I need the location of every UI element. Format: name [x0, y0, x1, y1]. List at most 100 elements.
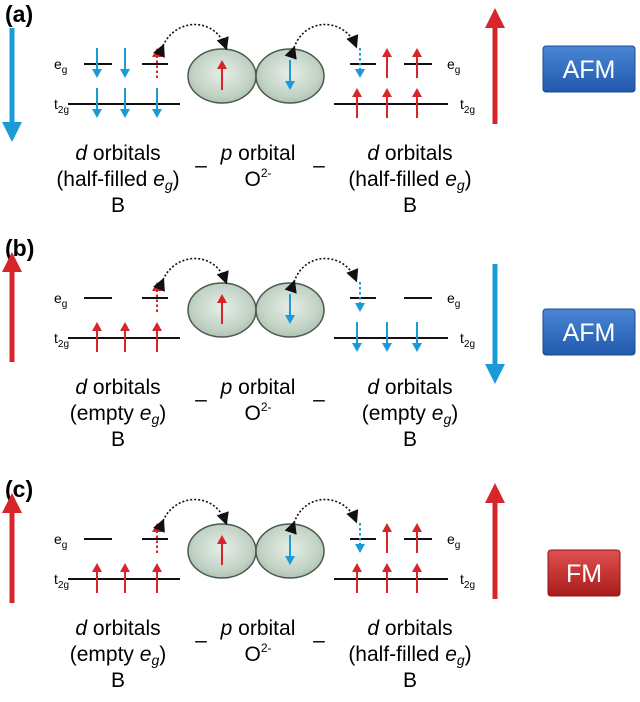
right-eg-filling-label: (half-filled eg) [348, 168, 471, 193]
t2g-label-right: t2g [460, 330, 475, 350]
badge-label: AFM [563, 56, 616, 84]
dash-left: – [195, 154, 207, 177]
p-orbital-spin-down [285, 294, 295, 324]
captions: d orbitals(half-filled eg)Bd orbitals(ha… [56, 142, 471, 217]
p-orbital-spin-down [285, 60, 295, 90]
right-site-spin-arrow [485, 8, 505, 124]
left-eg-filling-label: (half-filled eg) [56, 168, 179, 193]
right-site-label: B [403, 428, 417, 451]
p-orbital-label: p orbital [220, 142, 296, 165]
panel-label: (a) [5, 1, 33, 27]
exchange-arrows [153, 498, 359, 535]
badge-label: FM [566, 560, 602, 588]
left-eg-filling-label: (empty eg) [70, 643, 167, 668]
t2g-spin-right [412, 563, 422, 593]
left-d-orbitals-label: d orbitals [75, 617, 160, 640]
t2g-spin-right [352, 88, 362, 118]
fm-badge: FM [547, 549, 621, 597]
t2g-label-left: t2g [54, 96, 69, 116]
right-site-spin-arrow [485, 483, 505, 599]
exchange-arrow-left [153, 23, 229, 58]
exchange-arrow-left [153, 498, 229, 533]
t2g-spin-right [412, 88, 422, 118]
right-site-label: B [403, 194, 417, 217]
t2g-spin-left [92, 322, 102, 352]
t2g-spin-left [152, 88, 162, 118]
t2g-spin-left [92, 88, 102, 118]
p-orbital-label: p orbital [220, 617, 296, 640]
t2g-spin-right [352, 322, 362, 352]
dash-left: – [195, 388, 207, 411]
p-orbital-lobes [187, 48, 325, 104]
t2g-spin-left [92, 563, 102, 593]
exchange-arrow-left [153, 257, 229, 292]
dash-right: – [313, 388, 325, 411]
eg-label-left: eg [54, 290, 67, 310]
right-site-label: B [403, 669, 417, 692]
right-d-orbitals-label: d orbitals [367, 376, 452, 399]
panel-b: (b) eg t2g eg t2g AFM d orbitals(empty eg)Bd o… [2, 235, 636, 451]
eg-spin-right [355, 523, 365, 553]
t2g-spin-left [120, 88, 130, 118]
left-d-orbitals-label: d orbitals [75, 142, 160, 165]
left-site-label: B [111, 428, 125, 451]
p-orbital-spin-up [217, 535, 227, 565]
afm-badge: AFM [542, 45, 636, 93]
left-site-spin-arrow [2, 493, 22, 603]
dash-right: – [313, 629, 325, 652]
left-site-spin-arrow [2, 252, 22, 362]
oxygen-label: O2- [244, 400, 271, 425]
panel-label: (b) [5, 235, 34, 261]
eg-spin-right [355, 282, 365, 312]
t2g-spin-right [352, 563, 362, 593]
t2g-spin-right [382, 563, 392, 593]
p-orbital-lobes [187, 523, 325, 579]
eg-spin-right [412, 48, 422, 78]
exchange-arrow-right [284, 23, 359, 60]
right-d-orbitals-label: d orbitals [367, 617, 452, 640]
t2g-spin-right [412, 322, 422, 352]
exchange-arrow-right [284, 257, 359, 294]
p-orbital-label: p orbital [220, 376, 296, 399]
t2g-label-left: t2g [54, 571, 69, 591]
eg-spin-left [92, 48, 102, 78]
right-d-orbitals-label: d orbitals [367, 142, 452, 165]
eg-label-right: eg [447, 56, 460, 76]
eg-label-left: eg [54, 56, 67, 76]
captions: d orbitals(empty eg)Bd orbitals(half-fil… [70, 617, 472, 692]
eg-label-right: eg [447, 531, 460, 551]
p-orbital-spin-up [217, 60, 227, 90]
eg-spin-right [382, 523, 392, 553]
oxygen-label: O2- [244, 641, 271, 666]
panel-a: (a) eg t2g eg t2g AFM d orbitals (half-filled e… [2, 1, 636, 217]
eg-spin-right [412, 523, 422, 553]
left-site-label: B [111, 669, 125, 692]
t2g-label-left: t2g [54, 330, 69, 350]
p-orbital-lobes [187, 282, 325, 338]
t2g-spin-left [152, 322, 162, 352]
left-site-spin-arrow [2, 28, 22, 142]
exchange-arrows [153, 23, 359, 60]
captions: d orbitals(empty eg)Bd orbitals(empty eg… [70, 376, 459, 451]
p-orbital-spin-down [285, 535, 295, 565]
panel-label: (c) [5, 476, 33, 502]
exchange-arrow-right [284, 498, 359, 535]
eg-spin-left [120, 48, 130, 78]
t2g-label-right: t2g [460, 96, 475, 116]
badge-label: AFM [563, 319, 616, 347]
dash-left: – [195, 629, 207, 652]
exchange-arrows [153, 257, 359, 294]
t2g-spin-left [120, 563, 130, 593]
right-eg-filling-label: (half-filled eg) [348, 643, 471, 668]
t2g-spin-left [120, 322, 130, 352]
right-site-spin-arrow [485, 264, 505, 384]
oxygen-label: O2- [244, 166, 271, 191]
left-d-orbitals-label: d orbitals [75, 376, 160, 399]
dash-right: – [313, 154, 325, 177]
left-site-label: B [111, 194, 125, 217]
eg-label-right: eg [447, 290, 460, 310]
t2g-spin-left [152, 563, 162, 593]
t2g-spin-right [382, 88, 392, 118]
